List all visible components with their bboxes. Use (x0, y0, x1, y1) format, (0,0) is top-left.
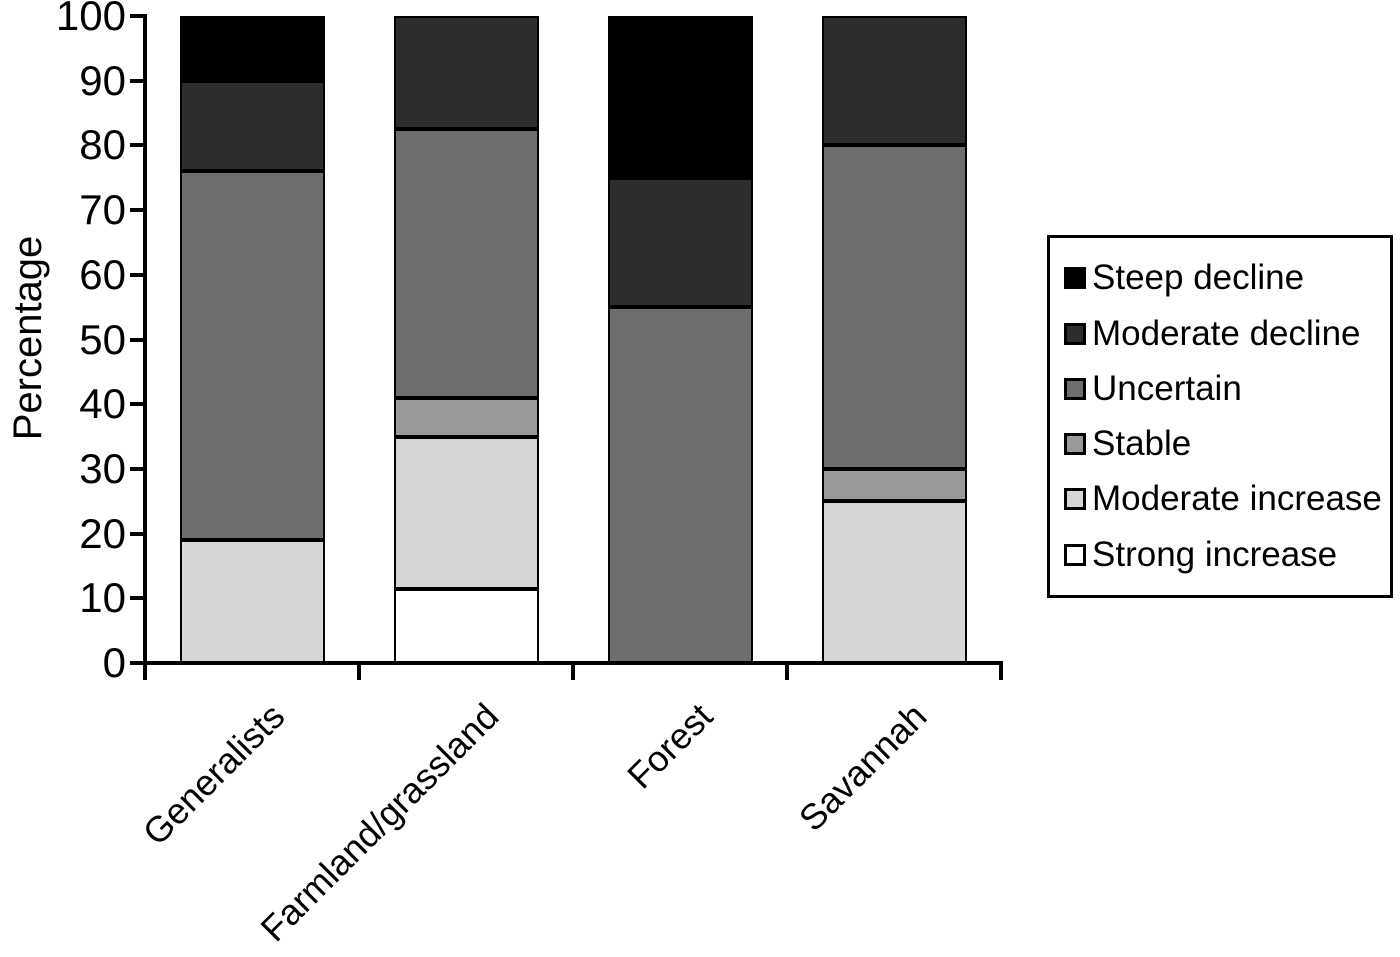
y-axis-tick (130, 466, 145, 471)
x-axis-tick (357, 665, 361, 681)
bar-segment-uncertain (821, 145, 967, 469)
legend-swatch-moderate-increase (1064, 488, 1086, 511)
y-axis-tick (130, 531, 145, 536)
y-tick-label: 70 (79, 186, 126, 234)
x-category-label: Generalists (134, 695, 293, 854)
y-tick-label: 10 (79, 574, 126, 622)
bar-segment-strong-increase (393, 588, 539, 663)
legend-label: Moderate increase (1092, 479, 1382, 519)
legend-item: Steep decline (1064, 259, 1386, 297)
y-tick-label: 40 (79, 380, 126, 428)
y-tick-label: 60 (79, 250, 126, 298)
y-tick-label: 90 (79, 56, 126, 104)
y-tick-label: 30 (79, 444, 126, 492)
legend-label: Moderate decline (1092, 313, 1361, 353)
legend-label: Strong increase (1092, 534, 1338, 574)
x-category-label: Savannah (790, 695, 935, 839)
y-tick-label: 100 (55, 0, 126, 39)
bar-segment-moderate-decline (821, 16, 967, 146)
legend-swatch-strong-increase (1064, 543, 1086, 566)
x-axis-tick (999, 665, 1003, 681)
bar-segment-steep-decline (607, 16, 753, 178)
legend-label: Uncertain (1092, 368, 1242, 408)
bar-segment-moderate-increase (821, 501, 967, 663)
y-axis-tick (130, 661, 145, 665)
bar-segment-moderate-decline (607, 177, 753, 308)
x-axis-line (142, 660, 1004, 666)
legend-item: Uncertain (1064, 368, 1386, 408)
x-axis-tick (571, 665, 575, 681)
y-axis-tick (130, 337, 145, 342)
x-axis-tick (143, 665, 147, 681)
bar-segment-moderate-increase (393, 436, 539, 589)
legend-swatch-steep-decline (1064, 267, 1086, 290)
bar-segment-stable (393, 397, 539, 437)
legend-item: Moderate decline (1064, 313, 1386, 353)
x-category-label: Farmland/grassland (252, 695, 507, 950)
y-axis-tick (130, 143, 145, 148)
legend-swatch-uncertain (1064, 377, 1086, 400)
bar-segment-stable (821, 468, 967, 502)
bar-segment-moderate-decline (179, 80, 325, 172)
bar-segment-steep-decline (179, 16, 325, 81)
bar-segment-moderate-decline (393, 16, 539, 130)
y-tick-label: 0 (102, 639, 126, 686)
bar-segment-uncertain (393, 129, 539, 398)
x-category-label: Forest (619, 695, 721, 797)
bar-segment-moderate-increase (179, 540, 325, 663)
legend-item: Stable (1064, 425, 1386, 463)
legend-swatch-moderate-decline (1064, 322, 1086, 345)
legend-label: Steep decline (1092, 258, 1305, 298)
y-axis-line (142, 14, 148, 668)
x-axis-tick (785, 665, 789, 681)
bar-segment-uncertain (607, 307, 753, 663)
legend-item: Strong increase (1064, 534, 1386, 574)
legend-box: Steep decline Moderate decline Uncertain St… (1047, 235, 1393, 598)
y-tick-label: 20 (79, 509, 126, 557)
y-axis-tick (130, 208, 145, 213)
legend-swatch-stable (1064, 433, 1086, 456)
y-axis-tick (130, 596, 145, 601)
y-axis-tick (130, 402, 145, 407)
y-axis-tick (130, 78, 145, 83)
y-tick-label: 50 (79, 315, 126, 363)
legend-label: Stable (1092, 424, 1192, 464)
y-tick-label: 80 (79, 121, 126, 169)
legend-item: Moderate increase (1064, 480, 1386, 518)
y-axis-tick (130, 272, 145, 277)
bar-segment-uncertain (179, 171, 325, 541)
y-axis-tick (130, 14, 145, 18)
